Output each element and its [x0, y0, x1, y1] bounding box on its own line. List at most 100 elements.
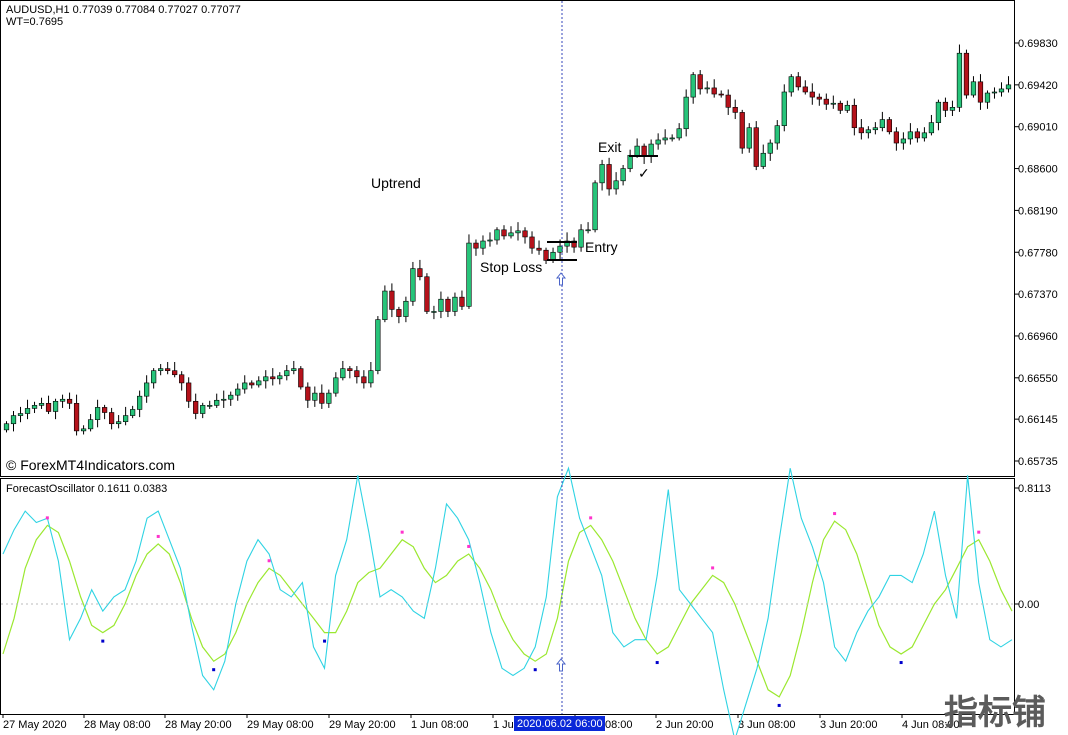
- bear-candle: [361, 376, 367, 384]
- osc-tick-label: 0.00: [1018, 599, 1039, 611]
- bull-candle: [879, 119, 885, 129]
- bull-candle: [80, 428, 87, 432]
- signal-peak-dot: [467, 544, 471, 548]
- bull-candle: [872, 127, 878, 131]
- bull-candle: [921, 132, 928, 139]
- bear-candle: [543, 249, 549, 261]
- bull-candle: [676, 128, 682, 139]
- bear-candle: [851, 104, 857, 129]
- signal-peak-dot: [589, 516, 593, 520]
- bear-candle: [66, 398, 73, 404]
- bull-candle: [17, 413, 24, 416]
- bull-candle: [228, 394, 234, 400]
- bear-candle: [739, 112, 745, 149]
- bull-candle: [949, 107, 956, 111]
- time-tick-label: 28 May 08:00: [84, 719, 151, 731]
- signal-trough-dot: [655, 661, 659, 665]
- bear-candle: [473, 242, 479, 249]
- bull-candle: [52, 400, 59, 412]
- bear-candle: [795, 76, 801, 88]
- bull-candle: [123, 415, 129, 423]
- bull-candle: [704, 87, 710, 90]
- bull-candle: [865, 129, 871, 134]
- oscillator-line: [2, 466, 1013, 735]
- bull-candle: [291, 368, 297, 371]
- bear-candle: [711, 87, 717, 95]
- bull-candle: [116, 421, 122, 425]
- bear-candle: [305, 386, 311, 401]
- price-tick-label: 0.69010: [1018, 122, 1058, 134]
- time-axis: 27 May 2020 28 May 08:00 28 May 20:00 29 Ma…: [2, 714, 960, 731]
- bear-candle: [424, 276, 430, 312]
- bull-candle: [368, 370, 374, 384]
- bull-candle: [10, 415, 17, 425]
- bull-candle: [830, 102, 836, 105]
- bear-candle: [354, 370, 360, 378]
- bull-candle: [277, 375, 283, 380]
- bull-candle: [158, 368, 164, 371]
- time-tick-label: 3 Jun 20:00: [820, 719, 878, 731]
- wt-readout: WT=0.7695: [6, 16, 63, 28]
- time-tick-label: 27 May 2020: [3, 719, 67, 731]
- bear-candle: [45, 403, 52, 412]
- bear-candle: [725, 94, 731, 108]
- bear-candle: [73, 403, 80, 432]
- oscillator-series: 0.8113 0.00: [2, 466, 1051, 735]
- bear-candle: [816, 96, 822, 100]
- bear-candle: [718, 93, 724, 96]
- bull-candle: [214, 399, 220, 406]
- bull-candle: [620, 168, 626, 182]
- bear-candle: [606, 164, 612, 190]
- bull-candle: [767, 142, 773, 154]
- candlestick-series: [3, 44, 1012, 436]
- bull-candle: [627, 154, 633, 169]
- bear-candle: [977, 81, 984, 103]
- bull-candle: [669, 137, 675, 140]
- bear-candle: [732, 107, 738, 113]
- bear-candle: [802, 86, 808, 93]
- signal-trough-dot: [323, 639, 327, 643]
- bull-candle: [760, 152, 766, 167]
- bull-candle: [38, 403, 45, 406]
- signal-peak-dot: [45, 516, 49, 520]
- bear-candle: [396, 309, 402, 317]
- main-chart-frame: [0, 0, 1015, 477]
- bull-candle: [634, 145, 640, 156]
- price-tick-label: 0.67370: [1018, 289, 1058, 301]
- bull-candle: [788, 76, 794, 93]
- bear-candle: [347, 368, 353, 371]
- bull-candle: [340, 368, 346, 379]
- time-tick-label: 28 May 20:00: [165, 719, 232, 731]
- bull-candle: [984, 92, 991, 103]
- bull-candle: [151, 370, 157, 384]
- bear-candle: [459, 296, 465, 307]
- bull-candle: [382, 290, 388, 320]
- price-tick-label: 0.65735: [1018, 456, 1058, 468]
- bull-candle: [585, 229, 591, 232]
- bear-candle: [417, 268, 423, 278]
- bull-candle: [221, 398, 227, 401]
- bull-candle: [3, 423, 10, 431]
- bull-candle: [403, 300, 409, 317]
- bear-candle: [179, 374, 185, 384]
- bull-candle: [956, 52, 963, 108]
- time-tick-label: 29 May 20:00: [329, 719, 396, 731]
- bear-candle: [389, 290, 395, 310]
- signal-peak-dot: [156, 534, 160, 538]
- bear-candle: [914, 131, 921, 139]
- bear-candle: [501, 229, 507, 237]
- signal-peak-dot: [977, 530, 981, 534]
- bull-candle: [242, 382, 248, 390]
- price-tick-label: 0.69830: [1018, 38, 1058, 50]
- bear-candle: [837, 102, 843, 111]
- bull-candle: [235, 388, 241, 396]
- osc-tick-label: 0.8113: [1018, 483, 1051, 495]
- bull-candle: [781, 91, 787, 126]
- exit-checkmark: ✓: [638, 165, 650, 181]
- price-tick-label: 0.68190: [1018, 205, 1058, 217]
- buy-arrow-icon: [555, 658, 567, 672]
- bear-candle: [942, 101, 949, 111]
- bull-candle: [256, 380, 262, 386]
- bear-candle: [753, 127, 759, 167]
